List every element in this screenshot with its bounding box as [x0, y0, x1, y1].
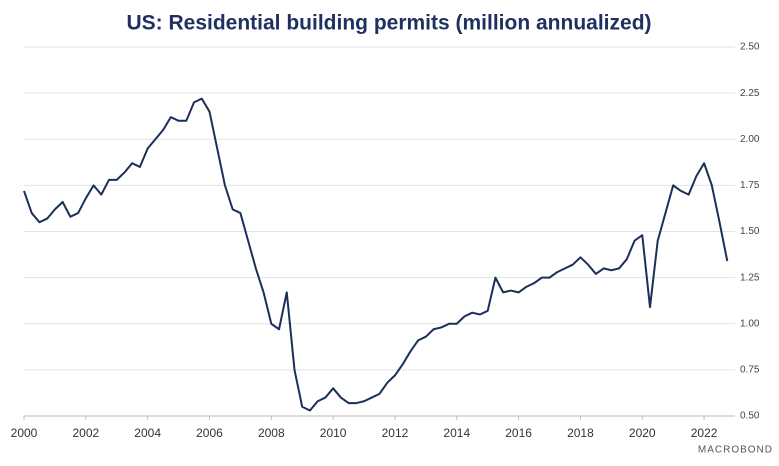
y-tick-label: 2.00 [740, 134, 760, 145]
y-tick-label: 1.75 [740, 180, 760, 191]
line-series [23, 97, 729, 412]
y-tick-label: 2.25 [740, 88, 760, 99]
y-tick-label: 0.75 [740, 365, 760, 376]
y-tick-label: 0.50 [740, 411, 760, 422]
y-tick-label: 1.50 [740, 226, 760, 237]
x-tick-label: 2022 [691, 426, 718, 440]
x-tick-label: 2002 [72, 426, 99, 440]
y-tick-label: 2.50 [740, 42, 760, 53]
x-tick-label: 2010 [320, 426, 347, 440]
x-tick-label: 2020 [629, 426, 656, 440]
chart-title: US: Residential building permits (millio… [126, 12, 651, 35]
x-tick-label: 2018 [567, 426, 594, 440]
x-tick-label: 2000 [11, 426, 38, 440]
x-tick-label: 2008 [258, 426, 285, 440]
x-tick-label: 2006 [196, 426, 223, 440]
x-tick-label: 2016 [505, 426, 532, 440]
y-tick-label: 1.25 [740, 272, 760, 283]
y-tick-label: 1.00 [740, 318, 760, 329]
x-tick-label: 2012 [382, 426, 409, 440]
x-tick-label: 2004 [134, 426, 161, 440]
x-tick-label: 2014 [443, 426, 470, 440]
logo: MACROBOND [698, 445, 773, 456]
